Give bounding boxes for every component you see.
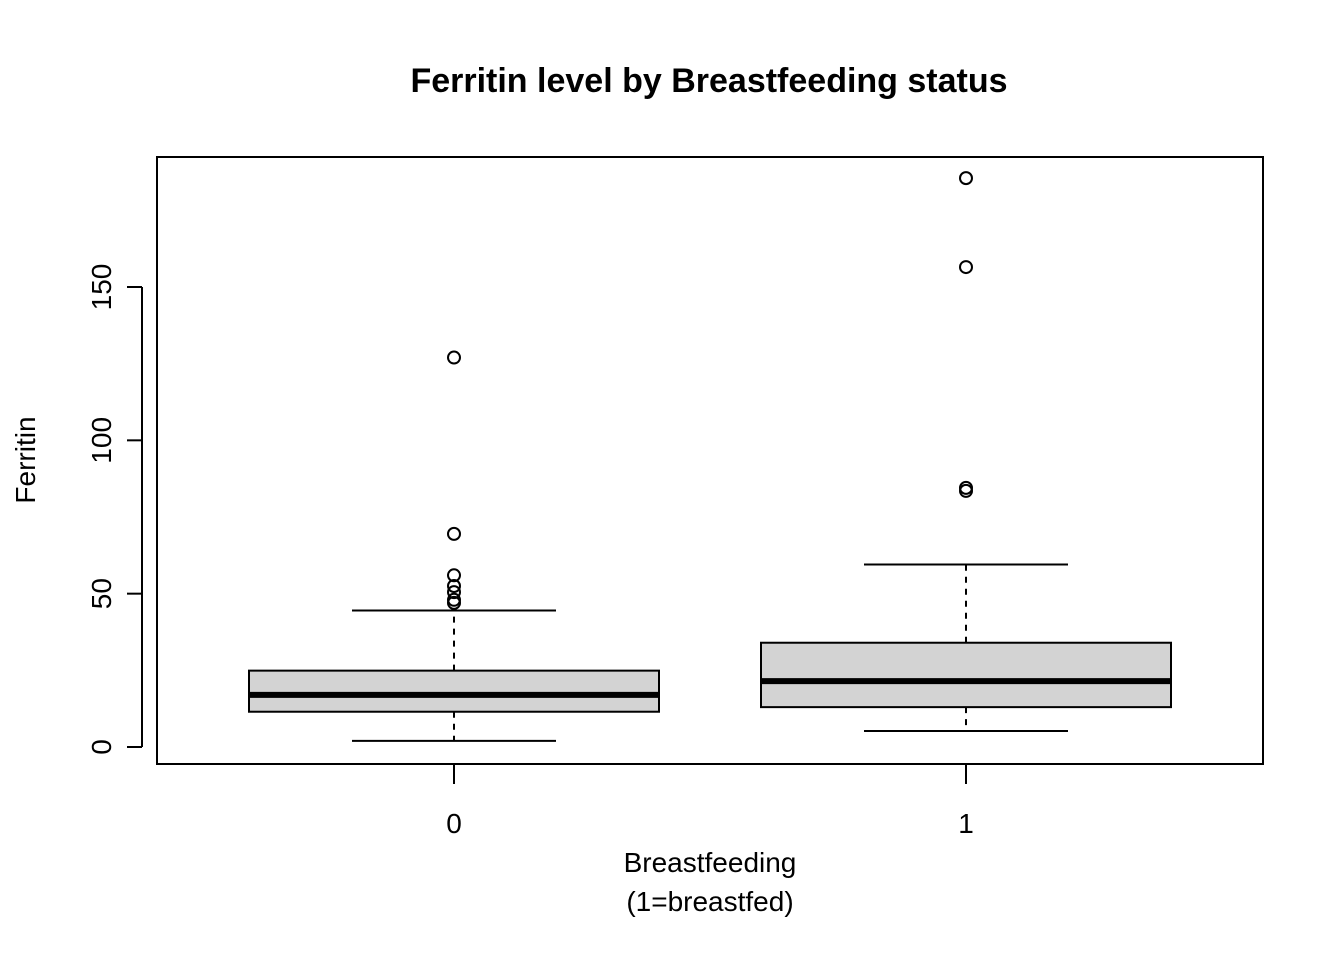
y-tick-label: 150 bbox=[86, 264, 117, 311]
chart-title: Ferritin level by Breastfeeding status bbox=[410, 62, 1007, 100]
x-axis-label-line2: (1=breastfed) bbox=[626, 886, 793, 917]
y-axis: 0 50 100 150 bbox=[86, 264, 143, 755]
outlier-point bbox=[447, 526, 461, 541]
box-group-0 bbox=[248, 350, 660, 742]
x-tick-label: 1 bbox=[958, 808, 974, 839]
outlier-point bbox=[447, 579, 461, 593]
outlier-point bbox=[959, 483, 973, 498]
outlier-point bbox=[959, 260, 973, 275]
outlier-point bbox=[447, 595, 461, 610]
y-axis-label: Ferritin bbox=[10, 416, 41, 503]
outlier-point bbox=[447, 585, 461, 600]
x-axis-label-line1: Breastfeeding bbox=[624, 847, 797, 878]
y-tick-label: 100 bbox=[86, 417, 117, 464]
plot-frame bbox=[156, 156, 1264, 765]
box-iqr bbox=[760, 641, 1172, 709]
y-tick-label: 0 bbox=[86, 739, 117, 755]
outlier-point bbox=[959, 171, 973, 186]
boxes bbox=[248, 171, 1172, 742]
x-tick-label: 0 bbox=[446, 808, 462, 839]
box-iqr bbox=[248, 669, 660, 713]
y-tick-label: 50 bbox=[86, 578, 117, 609]
outlier-point bbox=[447, 350, 461, 365]
outlier-point bbox=[447, 568, 461, 583]
box-group-1 bbox=[760, 171, 1172, 733]
